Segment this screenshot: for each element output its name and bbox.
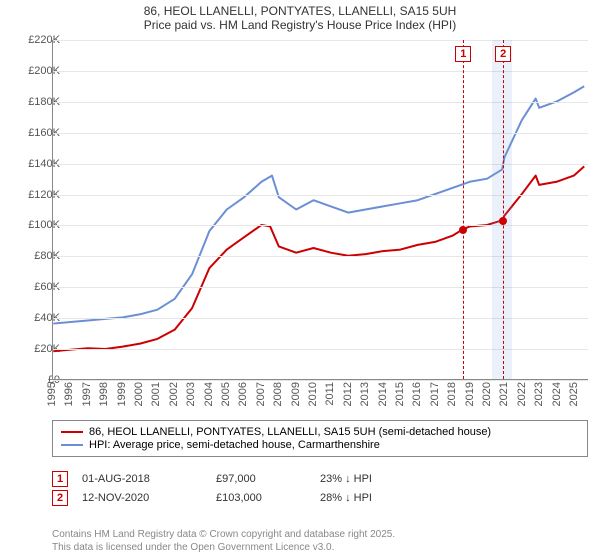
x-tick-label: 2021 <box>498 382 510 406</box>
x-tick-label: 2007 <box>255 382 267 406</box>
x-tick-label: 2012 <box>342 382 354 406</box>
callout-number-box: 2 <box>52 490 68 506</box>
reference-vline <box>503 40 504 379</box>
callout-marker-box: 1 <box>455 46 471 62</box>
x-tick-label: 2024 <box>551 382 563 406</box>
x-tick-label: 2018 <box>446 382 458 406</box>
callout-date: 12-NOV-2020 <box>82 492 202 504</box>
callout-price: £103,000 <box>216 492 306 504</box>
callout-row: 1 01-AUG-2018 £97,000 23% ↓ HPI <box>52 471 588 487</box>
x-tick-label: 1997 <box>81 382 93 406</box>
x-tick-label: 1999 <box>116 382 128 406</box>
footer-line: This data is licensed under the Open Gov… <box>52 541 395 554</box>
title-line-2: Price paid vs. HM Land Registry's House … <box>0 18 600 32</box>
x-tick-label: 2019 <box>464 382 476 406</box>
x-tick-label: 2001 <box>150 382 162 406</box>
legend-item: 86, HEOL LLANELLI, PONTYATES, LLANELLI, … <box>61 426 579 438</box>
x-tick-label: 1996 <box>63 382 75 406</box>
legend-item: HPI: Average price, semi-detached house,… <box>61 439 579 451</box>
callout-delta: 23% ↓ HPI <box>320 473 440 485</box>
x-tick-label: 2017 <box>429 382 441 406</box>
legend-label: HPI: Average price, semi-detached house,… <box>89 439 380 451</box>
x-tick-label: 2013 <box>359 382 371 406</box>
x-tick-label: 2009 <box>290 382 302 406</box>
chart-title-block: 86, HEOL LLANELLI, PONTYATES, LLANELLI, … <box>0 0 600 32</box>
x-tick-label: 2014 <box>377 382 389 406</box>
legend-swatch <box>61 431 83 433</box>
x-tick-label: 2000 <box>133 382 145 406</box>
x-tick-label: 2002 <box>168 382 180 406</box>
callout-date: 01-AUG-2018 <box>82 473 202 485</box>
legend-box: 86, HEOL LLANELLI, PONTYATES, LLANELLI, … <box>52 420 588 457</box>
x-tick-label: 2015 <box>394 382 406 406</box>
attribution-footer: Contains HM Land Registry data © Crown c… <box>52 528 395 554</box>
x-tick-label: 2020 <box>481 382 493 406</box>
x-tick-label: 2025 <box>568 382 580 406</box>
x-tick-label: 2006 <box>237 382 249 406</box>
x-tick-label: 2016 <box>411 382 423 406</box>
callout-number-box: 1 <box>52 471 68 487</box>
callout-marker-box: 2 <box>495 46 511 62</box>
x-tick-label: 2003 <box>185 382 197 406</box>
x-tick-label: 1998 <box>98 382 110 406</box>
callouts-table: 1 01-AUG-2018 £97,000 23% ↓ HPI 2 12-NOV… <box>52 468 588 509</box>
data-point-marker <box>499 217 507 225</box>
data-point-marker <box>459 226 467 234</box>
x-tick-label: 2005 <box>220 382 232 406</box>
x-tick-label: 2004 <box>203 382 215 406</box>
footer-line: Contains HM Land Registry data © Crown c… <box>52 528 395 541</box>
callout-delta: 28% ↓ HPI <box>320 492 440 504</box>
x-tick-label: 2011 <box>324 382 336 406</box>
x-tick-label: 1995 <box>46 382 58 406</box>
x-tick-label: 2010 <box>307 382 319 406</box>
title-line-1: 86, HEOL LLANELLI, PONTYATES, LLANELLI, … <box>0 4 600 18</box>
x-tick-label: 2022 <box>516 382 528 406</box>
reference-vline <box>463 40 464 379</box>
chart-plot-area: 12 <box>52 40 588 380</box>
legend-swatch <box>61 444 83 446</box>
legend-label: 86, HEOL LLANELLI, PONTYATES, LLANELLI, … <box>89 426 491 438</box>
callout-price: £97,000 <box>216 473 306 485</box>
x-tick-label: 2023 <box>533 382 545 406</box>
callout-row: 2 12-NOV-2020 £103,000 28% ↓ HPI <box>52 490 588 506</box>
highlight-band <box>492 40 513 379</box>
x-tick-label: 2008 <box>272 382 284 406</box>
